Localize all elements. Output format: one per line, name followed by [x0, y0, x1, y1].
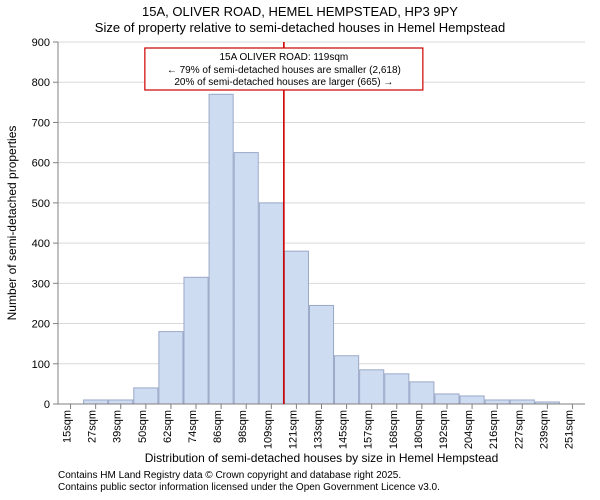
histogram-bar — [234, 153, 258, 404]
annotation-line3: 20% of semi-detached houses are larger (… — [174, 77, 393, 88]
histogram-bar — [259, 203, 283, 404]
x-tick-label: 192sqm — [438, 410, 450, 449]
histogram-bar — [460, 396, 484, 404]
histogram-bar — [309, 305, 333, 404]
y-tick-label: 100 — [32, 359, 50, 371]
histogram-bar — [335, 356, 359, 404]
x-tick-label: 15sqm — [62, 410, 74, 443]
x-tick-label: 216sqm — [488, 410, 500, 449]
histogram-bar — [159, 332, 183, 404]
histogram-bar — [385, 374, 409, 404]
x-tick-label: 168sqm — [388, 410, 400, 449]
chart-title-line1: 15A, OLIVER ROAD, HEMEL HEMPSTEAD, HP3 9… — [142, 4, 458, 19]
x-tick-label: 239sqm — [538, 410, 550, 449]
chart-title-line2: Size of property relative to semi-detach… — [95, 20, 505, 35]
x-tick-label: 74sqm — [187, 410, 199, 443]
y-tick-label: 600 — [32, 158, 50, 170]
x-tick-label: 39sqm — [112, 410, 124, 443]
histogram-bar — [360, 370, 384, 404]
histogram-bar — [209, 94, 233, 404]
x-tick-label: 121sqm — [287, 410, 299, 449]
y-tick-label: 400 — [32, 238, 50, 250]
histogram-bar — [410, 382, 434, 404]
y-tick-label: 900 — [32, 37, 50, 49]
footer-line2: Contains public sector information licen… — [58, 482, 440, 493]
y-tick-label: 800 — [32, 77, 50, 89]
x-tick-label: 86sqm — [212, 410, 224, 443]
y-axis-label: Number of semi-detached properties — [5, 126, 19, 321]
y-tick-label: 0 — [44, 399, 50, 411]
x-tick-label: 50sqm — [137, 410, 149, 443]
x-tick-label: 157sqm — [363, 410, 375, 449]
x-tick-label: 133sqm — [313, 410, 325, 449]
histogram-bar — [134, 388, 158, 404]
x-axis-label: Distribution of semi-detached houses by … — [145, 451, 499, 465]
annotation-line1: 15A OLIVER ROAD: 119sqm — [219, 52, 348, 63]
y-tick-label: 200 — [32, 319, 50, 331]
x-tick-label: 180sqm — [413, 410, 425, 449]
x-tick-label: 204sqm — [463, 410, 475, 449]
histogram-bar — [84, 400, 108, 404]
x-tick-label: 62sqm — [162, 410, 174, 443]
x-tick-label: 145sqm — [338, 410, 350, 449]
histogram-bar — [510, 400, 534, 404]
y-tick-label: 700 — [32, 117, 50, 129]
x-tick-label: 109sqm — [262, 410, 274, 449]
histogram-bar — [435, 394, 459, 404]
footer-line1: Contains HM Land Registry data © Crown c… — [58, 470, 401, 481]
y-tick-label: 500 — [32, 198, 50, 210]
x-tick-label: 27sqm — [87, 410, 99, 443]
histogram-bar — [284, 251, 308, 404]
y-tick-label: 300 — [32, 278, 50, 290]
histogram-bar — [485, 400, 509, 404]
histogram-bar — [184, 277, 208, 404]
x-tick-label: 98sqm — [237, 410, 249, 443]
x-tick-label: 227sqm — [513, 410, 525, 449]
histogram-bar — [109, 400, 133, 404]
x-tick-label: 251sqm — [563, 410, 575, 449]
histogram-chart: 15A, OLIVER ROAD, HEMEL HEMPSTEAD, HP3 9… — [0, 0, 600, 500]
annotation-line2: ← 79% of semi-detached houses are smalle… — [167, 65, 401, 76]
